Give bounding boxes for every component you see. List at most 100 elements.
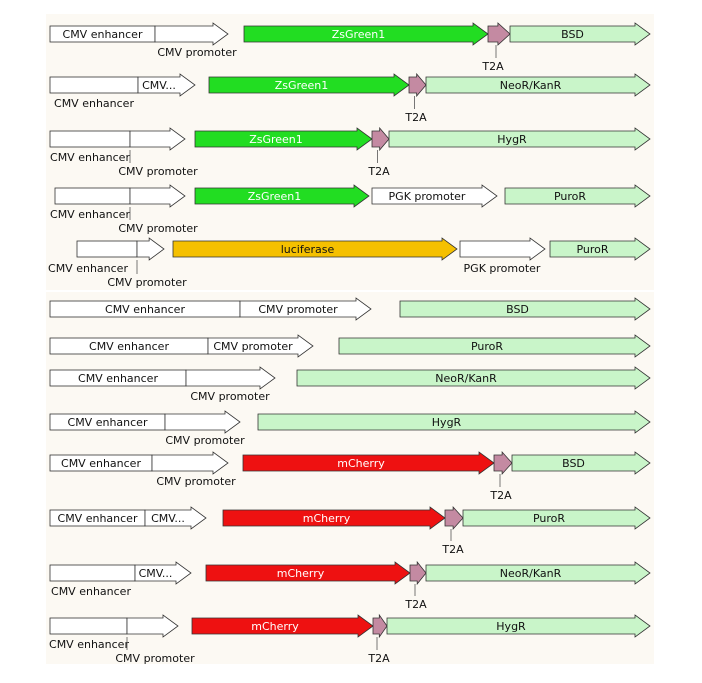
cmv-enhancer-label: CMV enhancer (61, 457, 141, 470)
mcherry-element: mCherry (205, 561, 411, 585)
bsd-arrow (511, 451, 651, 475)
cmv-promoter-arrow (129, 127, 186, 151)
hygr-label: HygR (497, 133, 527, 146)
t2a-arrow (493, 450, 513, 476)
puror-element: PuroR (504, 184, 651, 208)
cmv-promoter-element: CMV promoter (185, 366, 276, 403)
cmv-enhancer-box (49, 130, 131, 148)
cmv-promoter-element: CMV promoter (115, 614, 195, 665)
t2a-arrow (371, 126, 390, 152)
t2a-element: T2A (367, 126, 390, 178)
neor-element: NeoR/KanR (425, 561, 651, 585)
cmv-short-element: CMV... (134, 561, 192, 585)
hygr-arrow (257, 410, 651, 434)
puror-arrow (504, 184, 651, 208)
bsd-element: BSD (399, 297, 651, 321)
pgk-promoter-element: PGK promoter (371, 184, 498, 208)
cmv-enhancer-element: CMV enhancer (49, 454, 153, 472)
zsgreen-element: ZsGreen1 (243, 22, 489, 46)
bsd-label: BSD (562, 457, 585, 470)
construct-zsgreen-t2a-bsd: CMV enhancer CMV promoter ZsGreen1 T2A BSD (49, 22, 651, 73)
t2a-label: T2A (367, 165, 390, 178)
cmv-short-arrow (134, 561, 192, 585)
hygr-element: HygR (386, 614, 651, 638)
neor-label: NeoR/KanR (500, 79, 562, 92)
cmv-promoter-element: CMV promoter (207, 334, 314, 358)
cmv-promoter-element: CMV promoter (118, 127, 198, 178)
t2a-arrow (408, 72, 427, 98)
construct-zsgreen-t2a-neor: CMV enhancer CMV... ZsGreen1 T2A NeoR/KanR (49, 72, 651, 124)
cmv-promoter-arrow (239, 297, 372, 321)
neor-arrow (425, 561, 651, 585)
cmv-promoter-label: CMV promoter (213, 340, 293, 353)
cmv-enhancer-label: CMV enhancer (49, 638, 129, 651)
luciferase-element: luciferase (172, 237, 458, 261)
cmv-enhancer-element: CMV enhancer (50, 187, 131, 221)
zsgreen-label: ZsGreen1 (248, 190, 302, 203)
t2a-element: T2A (489, 450, 513, 502)
neor-label: NeoR/KanR (435, 372, 497, 385)
cmv-enhancer-element: CMV enhancer (48, 240, 138, 275)
t2a-label: T2A (367, 652, 390, 665)
neor-element: NeoR/KanR (425, 73, 651, 97)
cmv-enhancer-element: CMV enhancer (49, 564, 136, 598)
t2a-label: T2A (489, 489, 512, 502)
t2a-element: T2A (404, 560, 427, 611)
neor-label: NeoR/KanR (500, 567, 562, 580)
cmv-promoter-arrow (129, 184, 186, 208)
cmv-promoter-label: CMV promoter (107, 276, 187, 289)
cmv-enhancer-label: CMV enhancer (48, 262, 128, 275)
zsgreen-label: ZsGreen1 (332, 28, 386, 41)
cmv-promoter-arrow (164, 410, 241, 434)
hygr-arrow (386, 614, 651, 638)
cmv-promoter-arrow (126, 614, 179, 638)
cmv-promoter-label: CMV promoter (157, 46, 237, 59)
construct-cmv-bsd: CMV enhancer CMV promoter BSD (49, 297, 651, 321)
mcherry-label: mCherry (303, 512, 351, 525)
cmv-promoter-element: CMV promoter (118, 184, 198, 235)
puror-arrow (462, 506, 651, 530)
cmv-promoter-label: CMV promoter (258, 303, 338, 316)
t2a-element: T2A (481, 22, 511, 73)
bsd-arrow (509, 22, 651, 46)
mcherry-arrow (222, 506, 446, 530)
puror-element: PuroR (549, 237, 651, 261)
cmv-enhancer-box (54, 187, 131, 205)
construct-cmv-neor: CMV enhancer CMV promoter NeoR/KanR (49, 366, 651, 403)
bsd-arrow (399, 297, 651, 321)
cmv-enhancer-label: CMV enhancer (105, 303, 185, 316)
cmv-enhancer-label: CMV enhancer (58, 512, 138, 525)
cmv-promoter-label: CMV promoter (118, 222, 198, 235)
cmv-short-label: CMV... (142, 79, 176, 92)
cmv-enhancer-element: CMV enhancer (49, 617, 129, 651)
zsgreen-element: ZsGreen1 (208, 73, 410, 97)
cmv-enhancer-element: CMV enhancer (49, 300, 241, 318)
puror-arrow (338, 334, 651, 358)
cmv-promoter-label: CMV promoter (115, 652, 195, 665)
t2a-arrow (487, 22, 511, 46)
neor-arrow (425, 73, 651, 97)
hygr-element: HygR (388, 127, 651, 151)
cmv-short-element: CMV... (144, 506, 207, 530)
cmv-enhancer-element: CMV enhancer (49, 130, 131, 164)
cmv-promoter-arrow (151, 451, 229, 475)
t2a-label: T2A (481, 60, 504, 73)
cmv-enhancer-label: CMV enhancer (51, 585, 131, 598)
pgk-promoter-element: PGK promoter (459, 237, 546, 275)
construct-mcherry-t2a-puror: CMV enhancer CMV... mCherry T2A PuroR (49, 505, 651, 556)
t2a-arrow (444, 505, 464, 531)
zsgreen-label: ZsGreen1 (249, 133, 303, 146)
neor-element: NeoR/KanR (296, 366, 651, 390)
cmv-promoter-arrow (136, 237, 165, 261)
t2a-label: T2A (441, 543, 464, 556)
puror-arrow (549, 237, 651, 261)
hygr-label: HygR (432, 416, 462, 429)
mcherry-element: mCherry (191, 614, 374, 638)
puror-element: PuroR (462, 506, 651, 530)
construct-cmv-puror: CMV enhancer CMV promoter PuroR (49, 334, 651, 358)
zsgreen-label: ZsGreen1 (275, 79, 329, 92)
mcherry-arrow (191, 614, 374, 638)
